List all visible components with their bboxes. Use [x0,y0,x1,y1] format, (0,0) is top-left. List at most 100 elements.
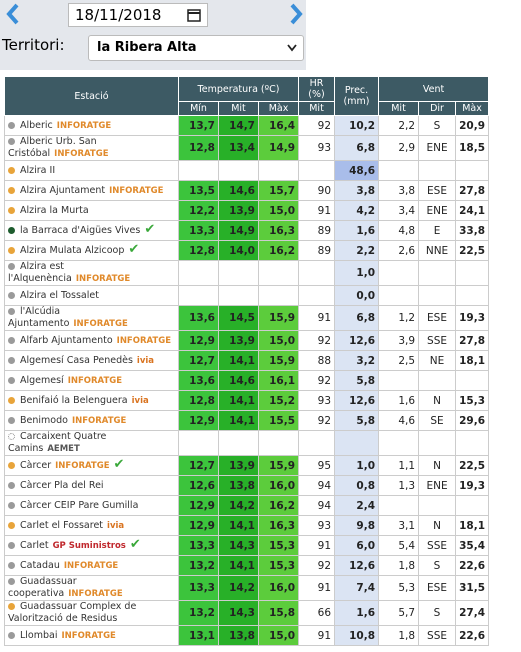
data-cell: 18,1 [455,515,490,536]
data-cell: N [418,455,457,476]
data-cell [378,160,420,181]
data-cell: S [418,115,457,136]
dropdown-icon [287,44,297,52]
station-cell: Carlet el Fossaret ivia [4,515,179,536]
data-cell: 24,1 [455,200,490,221]
status-dot [8,631,15,639]
data-cell: 12,7 [178,350,219,371]
station-brand: ivia [107,520,125,531]
data-cell: 35,4 [455,535,490,556]
data-cell: 14,3 [218,600,259,626]
data-cell: 14,1 [218,515,259,536]
verified-icon: ✔ [128,242,140,257]
data-cell: 13,6 [178,370,219,391]
territory-label: Territori: [2,36,65,54]
data-cell: 10,8 [334,625,380,646]
station-row: Alberic INFORATGE 13,7 14,7 16,4 92 10,2 2,2 S 20… [4,115,490,136]
data-cell: 4,6 [378,410,420,431]
station-name: Càrcer Pla del Rei [20,479,104,491]
prev-day[interactable] [4,2,22,26]
data-cell: 19,3 [455,475,490,496]
data-cell: 15,3 [455,390,490,411]
date-input[interactable]: 18/11/2018 [68,3,208,27]
data-cell: 2,6 [378,240,420,261]
status-dot [8,501,15,509]
data-cell: 0,0 [334,285,380,306]
status-dot [8,416,15,424]
data-cell [418,495,457,516]
data-cell: 14,5 [218,305,259,331]
calendar-icon[interactable] [187,8,201,22]
station-name: l'Alcúdia Ajuntamento [8,306,70,329]
station-name: Càrcer [20,460,52,471]
data-cell [218,285,259,306]
data-cell: 1,6 [378,390,420,411]
station-name: Algemesí Casa Penedès [20,354,133,366]
station-row: Carlet GP Suministros ✔ 13,3 14,3 15,3 91 6,0 5,… [4,535,490,556]
data-cell: 48,6 [334,160,380,181]
next-day[interactable] [287,2,305,26]
data-cell: 92 [298,555,336,576]
data-cell [298,285,336,306]
data-cell: 13,9 [218,455,259,476]
data-cell: 5,7 [378,600,420,626]
data-cell [378,430,420,456]
data-cell: 15,9 [257,350,300,371]
data-cell: 33,8 [455,220,490,241]
station-name: Benifaió la Belenguera [20,394,128,406]
station-brand: INFORATGE [54,149,109,159]
data-cell: 14,1 [218,555,259,576]
data-cell [455,260,490,286]
data-cell: ESE [418,575,457,601]
status-dot [8,433,15,440]
station-row: Benifaió la Belenguera ivia 12,8 14,1 15,2 93… [4,390,490,411]
data-cell [178,160,219,181]
data-cell: 5,4 [378,535,420,556]
station-row: Carcaixent Quatre Camins AEMET [4,430,490,456]
station-name: Alzira est l'Alquenència [8,261,72,284]
data-cell [455,285,490,306]
data-cell: 1,6 [334,600,380,626]
data-cell: 13,6 [178,305,219,331]
header-station[interactable]: Estació [4,76,179,116]
data-cell: NE [418,350,457,371]
station-row: Catadau INFORATGE 13,2 14,1 15,3 92 12,6 1,8 S 22… [4,555,490,576]
data-cell: 13,2 [178,555,219,576]
data-cell: 14,2 [218,575,259,601]
data-cell: 0,8 [334,475,380,496]
status-dot [8,603,15,610]
data-cell [257,285,300,306]
data-cell: 91 [298,535,336,556]
data-cell: 3,8 [334,180,380,201]
station-name: Carlet el Fossaret [20,519,104,531]
data-cell: 4,8 [378,220,420,241]
verified-icon: ✔ [144,222,156,237]
data-cell [418,430,457,456]
station-cell: Alzira la Murta [4,200,179,221]
header-temperature: Temperatura (ºC) [177,76,300,102]
data-cell: 16,3 [257,220,300,241]
station-brand: INFORATGE [109,185,164,196]
data-cell: 12,9 [178,330,219,351]
data-cell: 14,6 [218,180,259,201]
data-cell: 90 [298,180,336,201]
station-cell: l'Alcúdia Ajuntamento INFORATGE [4,305,179,331]
header-humidity: HR (%) [298,76,336,102]
data-cell: N [418,390,457,411]
station-cell: la Barraca d'Aigües Vives ✔ [4,220,179,241]
data-cell: 94 [298,495,336,516]
station-name: Algemesí [20,374,64,386]
station-cell: Benifaió la Belenguera ivia [4,390,179,411]
data-cell: 14,1 [218,350,259,371]
data-cell [257,430,300,456]
territory-select[interactable]: la Ribera Alta [88,35,304,61]
status-dot [8,462,15,469]
station-cell: Carcaixent Quatre Camins AEMET [4,430,179,456]
data-cell: 2,5 [378,350,420,371]
station-brand: INFORATGE [55,461,110,471]
data-cell: 15,9 [257,305,300,331]
data-cell: 14,1 [218,410,259,431]
status-dot [8,356,15,364]
data-cell [378,260,420,286]
data-cell: 2,9 [378,135,420,161]
